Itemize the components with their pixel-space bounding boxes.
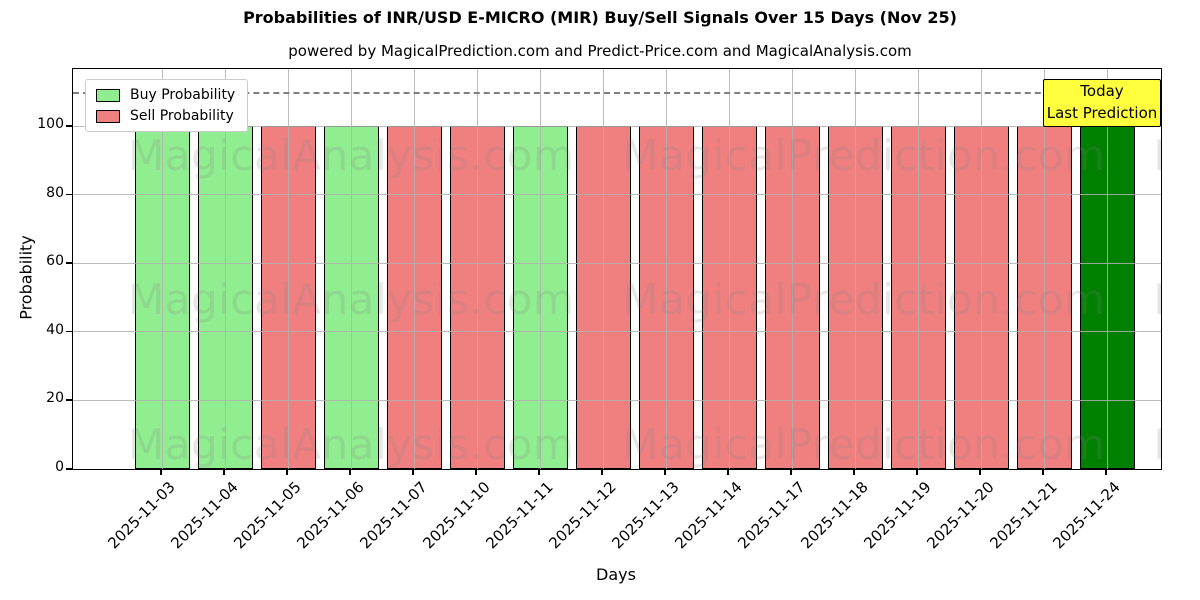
sell-swatch-icon: [96, 109, 120, 123]
y-tick-label: 60: [46, 253, 64, 270]
grid-line-v: [917, 69, 919, 469]
grid-line-v: [413, 69, 415, 469]
x-tick-mark: [286, 469, 288, 475]
x-tick-label: 2025-11-10: [419, 478, 494, 553]
grid-line-v: [728, 69, 730, 469]
y-tick-mark: [66, 193, 72, 196]
x-tick-label: 2025-11-17: [734, 478, 809, 553]
x-tick-mark: [916, 469, 918, 475]
buy-swatch-icon: [96, 88, 120, 102]
x-tick-mark: [853, 469, 855, 475]
y-tick-label: 80: [46, 184, 64, 201]
watermark-text: MagicalPrediction.com: [622, 131, 1106, 180]
x-tick-mark: [349, 469, 351, 475]
annotation-line-2: Last Prediction: [1046, 104, 1158, 122]
grid-line-v: [980, 69, 982, 469]
x-tick-label: 2025-11-04: [167, 478, 242, 553]
y-tick-mark: [66, 262, 72, 264]
watermark-text: MagicalPrediction.com: [622, 275, 1106, 324]
dashed-threshold-line: [73, 91, 1161, 94]
legend-label-sell: Sell Probability: [130, 108, 234, 124]
x-tick-label: 2025-11-24: [1049, 478, 1124, 553]
legend: Buy Probability Sell Probability: [85, 79, 249, 132]
watermark-text: MagicalAnalysis.com: [1153, 420, 1161, 469]
legend-entry-buy: Buy Probability: [96, 87, 235, 103]
grid-line-v: [224, 69, 226, 469]
y-axis-label: Probability: [16, 235, 36, 320]
grid-line-v: [1106, 69, 1108, 469]
y-tick-mark: [66, 468, 72, 470]
watermark-text: MagicalAnalysis.com: [1153, 131, 1161, 180]
watermark-row: MagicalAnalysis.com MagicalPrediction.com…: [128, 420, 1161, 469]
grid-line-v: [287, 69, 289, 469]
x-tick-mark: [979, 469, 981, 475]
x-tick-mark: [475, 469, 477, 475]
today-annotation: Today Last Prediction: [1043, 79, 1161, 127]
x-tick-mark: [223, 469, 225, 475]
legend-label-buy: Buy Probability: [130, 87, 236, 103]
watermark-row: MagicalAnalysis.com MagicalPrediction.com…: [128, 275, 1161, 324]
x-tick-label: 2025-11-20: [923, 478, 998, 553]
x-tick-mark: [412, 469, 414, 475]
x-tick-mark: [790, 469, 792, 475]
grid-line-v: [539, 69, 541, 469]
x-tick-mark: [664, 469, 666, 475]
x-tick-label: 2025-11-11: [482, 478, 557, 553]
watermark-row: MagicalAnalysis.com MagicalPrediction.com…: [128, 131, 1161, 180]
legend-entry-sell: Sell Probability: [96, 108, 235, 124]
grid-line-h: [73, 262, 1161, 264]
x-tick-label: 2025-11-03: [104, 478, 179, 553]
grid-line-v: [791, 69, 793, 469]
y-tick-label: 20: [46, 390, 64, 407]
grid-line-v: [161, 69, 163, 469]
watermark-text: MagicalAnalysis.com: [1153, 275, 1161, 324]
grid-line-v: [1043, 69, 1045, 469]
grid-line-h: [73, 399, 1161, 401]
grid-line-h: [73, 125, 1161, 127]
x-tick-label: 2025-11-13: [608, 478, 683, 553]
y-tick-label: 0: [55, 459, 64, 475]
grid-line-v: [476, 69, 478, 469]
x-tick-mark: [1042, 469, 1044, 475]
x-tick-label: 2025-11-18: [797, 478, 872, 553]
grid-line-v: [602, 69, 604, 469]
watermark-text: MagicalPrediction.com: [622, 420, 1106, 469]
watermark-text: MagicalAnalysis.com: [128, 275, 575, 324]
y-tick-label: 100: [37, 116, 64, 132]
x-tick-label: 2025-11-19: [860, 478, 935, 553]
x-axis-label: Days: [596, 565, 636, 584]
watermark-text: MagicalAnalysis.com: [128, 131, 575, 180]
grid-line-h: [73, 331, 1161, 333]
x-tick-label: 2025-11-05: [230, 478, 305, 553]
x-tick-mark: [1105, 469, 1107, 475]
grid-line-v: [665, 69, 667, 469]
y-tick-mark: [66, 330, 72, 333]
grid-line-v: [854, 69, 856, 469]
x-tick-label: 2025-11-12: [545, 478, 620, 553]
x-tick-mark: [160, 469, 162, 475]
x-tick-mark: [601, 469, 603, 475]
grid-line-h: [73, 194, 1161, 196]
y-tick-label: 40: [46, 321, 64, 338]
x-tick-mark: [538, 469, 540, 475]
chart-title: Probabilities of INR/USD E-MICRO (MIR) B…: [243, 8, 957, 27]
watermark-text: MagicalAnalysis.com: [128, 420, 575, 469]
x-tick-mark: [727, 469, 729, 475]
y-tick-mark: [66, 399, 72, 401]
chart-subtitle: powered by MagicalPrediction.com and Pre…: [288, 42, 912, 60]
annotation-line-1: Today: [1080, 82, 1124, 101]
x-tick-label: 2025-11-06: [293, 478, 368, 553]
y-tick-mark: [66, 125, 72, 127]
x-tick-label: 2025-11-07: [356, 478, 431, 553]
grid-line-v: [350, 69, 352, 469]
x-tick-label: 2025-11-14: [671, 478, 746, 553]
plot-area: MagicalAnalysis.com MagicalPrediction.com…: [72, 68, 1162, 470]
x-tick-label: 2025-11-21: [986, 478, 1061, 553]
